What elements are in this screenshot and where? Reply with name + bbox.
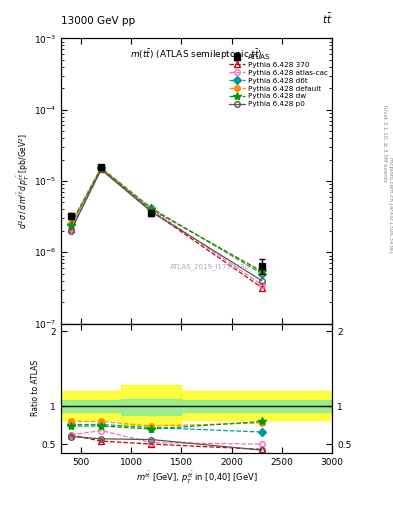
Bar (182, 400, 332, 412)
Bar (121, 386, 182, 425)
Pythia 6.428 p0 (69, 228, 73, 234)
Pythia 6.428 atlas-cac (99, 165, 103, 172)
Text: ATLAS_2019_I1750330: ATLAS_2019_I1750330 (170, 263, 250, 270)
Line: Pythia 6.428 p0: Pythia 6.428 p0 (68, 167, 264, 283)
Legend: ATLAS, Pythia 6.428 370, Pythia 6.428 atlas-cac, Pythia 6.428 d6t, Pythia 6.428 : ATLAS, Pythia 6.428 370, Pythia 6.428 at… (228, 53, 329, 109)
Y-axis label: Ratio to ATLAS: Ratio to ATLAS (31, 360, 40, 416)
Pythia 6.428 default (149, 205, 154, 211)
Text: Rivet 3.1.10, ≥ 3.5M events: Rivet 3.1.10, ≥ 3.5M events (382, 105, 387, 182)
Text: $m(t\bar{t})$ (ATLAS semileptonic $t\bar{t}$): $m(t\bar{t})$ (ATLAS semileptonic $t\bar… (130, 47, 263, 62)
X-axis label: $m^{t\bar{t}}$ [GeV], $p_T^{t\bar{t}}$ in [0,40] [GeV]: $m^{t\bar{t}}$ [GeV], $p_T^{t\bar{t}}$ i… (136, 470, 257, 486)
Pythia 6.428 atlas-cac (259, 282, 264, 288)
Pythia 6.428 370 (259, 285, 264, 291)
Pythia 6.428 370 (99, 166, 103, 173)
Pythia 6.428 p0 (259, 278, 264, 284)
Pythia 6.428 dw (259, 268, 264, 274)
Pythia 6.428 atlas-cac (149, 206, 154, 212)
Line: Pythia 6.428 default: Pythia 6.428 default (68, 165, 264, 275)
Pythia 6.428 d6t (99, 165, 103, 171)
Pythia 6.428 dw (69, 222, 73, 228)
Text: $t\bar{t}$: $t\bar{t}$ (321, 11, 332, 26)
Bar (61, 400, 121, 412)
Pythia 6.428 dw (149, 206, 154, 212)
Pythia 6.428 d6t (69, 221, 73, 227)
Line: Pythia 6.428 dw: Pythia 6.428 dw (67, 164, 266, 275)
Pythia 6.428 atlas-cac (69, 225, 73, 231)
Pythia 6.428 p0 (149, 209, 154, 215)
Pythia 6.428 d6t (149, 205, 154, 211)
Bar (61, 391, 121, 420)
Line: Pythia 6.428 370: Pythia 6.428 370 (68, 167, 264, 290)
Pythia 6.428 d6t (259, 271, 264, 277)
Line: Pythia 6.428 d6t: Pythia 6.428 d6t (68, 165, 264, 276)
Line: Pythia 6.428 atlas-cac: Pythia 6.428 atlas-cac (68, 165, 264, 288)
Pythia 6.428 p0 (99, 166, 103, 173)
Pythia 6.428 370 (69, 226, 73, 232)
Pythia 6.428 370 (149, 208, 154, 214)
Y-axis label: $d^2\sigma\,/\,d\,m^{t\bar{t}}\,d\,p_T^{t\bar{t}}$ [pb/GeV$^2$]: $d^2\sigma\,/\,d\,m^{t\bar{t}}\,d\,p_T^{… (16, 133, 32, 229)
Bar (121, 399, 182, 415)
Bar (182, 391, 332, 420)
Pythia 6.428 default (259, 269, 264, 275)
Text: mcplots.cern.ch [arXiv:1306.3436]: mcplots.cern.ch [arXiv:1306.3436] (388, 157, 393, 252)
Pythia 6.428 default (99, 164, 103, 170)
Text: 13000 GeV pp: 13000 GeV pp (61, 15, 135, 26)
Pythia 6.428 dw (99, 165, 103, 172)
Pythia 6.428 default (69, 220, 73, 226)
